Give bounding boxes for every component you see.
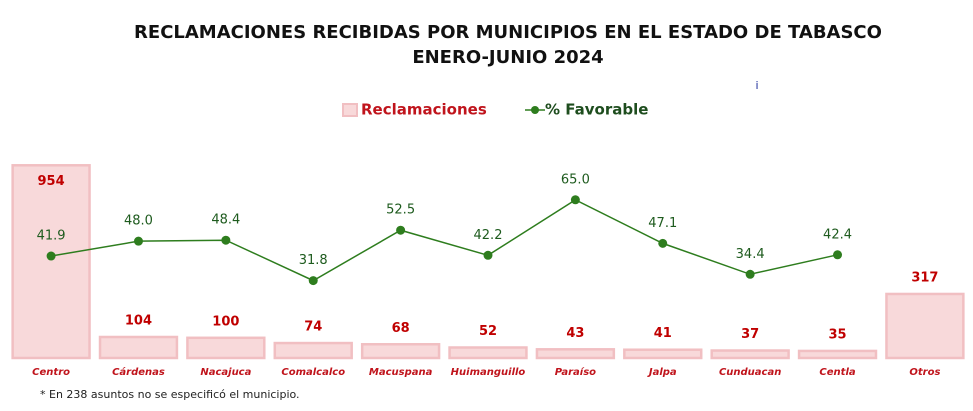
line-point (658, 238, 668, 248)
bar-value-label: 954 (38, 174, 65, 189)
line-point (833, 250, 843, 260)
annotation: i (755, 79, 758, 92)
bar (710, 349, 790, 360)
line-value-label: 52.5 (386, 203, 415, 218)
bar-value-label: 41 (654, 326, 672, 341)
bar (360, 343, 441, 360)
chart-subtitle: ENERO-JUNIO 2024 (412, 47, 603, 68)
x-tick-label: Centro (32, 367, 70, 378)
line-point (745, 269, 755, 279)
legend-label: % Favorable (545, 101, 648, 119)
line (50, 198, 838, 282)
bar-value-label: 104 (125, 313, 152, 328)
line-value-label: 47.1 (648, 216, 677, 231)
line-point (133, 236, 143, 246)
line-point (221, 235, 231, 245)
line-point (396, 225, 406, 235)
bar (273, 341, 353, 360)
line-value-label: 48.0 (124, 214, 153, 229)
bar-value-label: 68 (392, 321, 410, 336)
bar (98, 335, 179, 360)
line-value-label: 42.2 (474, 228, 503, 243)
line-value-label: 65.0 (561, 172, 590, 187)
x-tick-label: Cunduacan (719, 367, 781, 378)
x-tick-label: Comalcalco (281, 367, 345, 378)
legend-swatch (342, 103, 358, 117)
line-value-label: 34.4 (736, 247, 765, 262)
chart-title: RECLAMACIONES RECIBIDAS POR MUNICIPIOS E… (134, 22, 882, 43)
bar (623, 348, 703, 360)
bar (448, 346, 528, 360)
footnote: * En 238 asuntos no se especificó el mun… (40, 388, 300, 401)
x-tick-label: Centla (819, 367, 855, 378)
x-tick-label: Huimanguillo (451, 367, 526, 378)
x-tick-label: Cárdenas (112, 366, 165, 378)
x-tick-label: Jalpa (647, 367, 677, 378)
line-point (46, 251, 56, 261)
bar-value-label: 52 (479, 324, 497, 339)
line-point (483, 250, 493, 260)
bar-value-label: 74 (304, 320, 322, 335)
bar (11, 164, 91, 360)
line-value-label: 41.9 (37, 229, 66, 244)
line-value-label: 31.8 (299, 253, 328, 268)
bar (535, 348, 616, 360)
x-tick-label: Otros (909, 367, 940, 378)
legend-swatch (531, 106, 539, 114)
bar-value-label: 43 (566, 326, 584, 341)
line-value-label: 42.4 (823, 227, 852, 242)
bar (885, 292, 965, 360)
line-point (308, 276, 318, 286)
bar (186, 336, 266, 360)
legend-label: Reclamaciones (361, 101, 487, 119)
x-tick-label: Paraíso (555, 366, 596, 378)
x-tick-label: Macuspana (369, 367, 433, 378)
line-value-label: 48.4 (211, 213, 240, 228)
bar-value-label: 100 (212, 314, 239, 329)
bar-value-label: 35 (828, 327, 846, 342)
bar-value-label: 37 (741, 327, 759, 342)
bar-value-label: 317 (911, 270, 938, 285)
bar (797, 349, 878, 360)
x-tick-label: Nacajuca (200, 367, 251, 378)
line-point (570, 195, 580, 205)
